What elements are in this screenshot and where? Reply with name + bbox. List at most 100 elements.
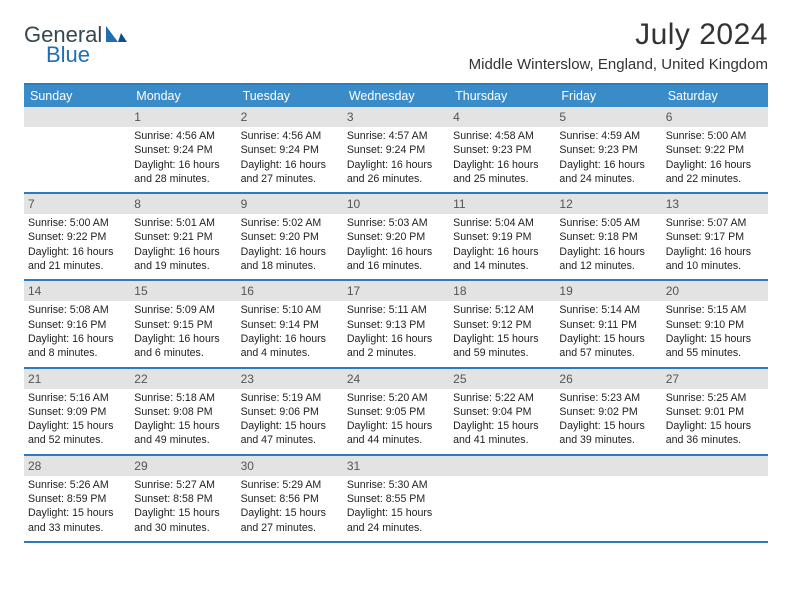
sunset-text: Sunset: 9:20 PM — [347, 230, 445, 244]
day-number: 29 — [134, 459, 147, 473]
day-number: 9 — [241, 197, 248, 211]
daynum-row: 3 — [343, 107, 449, 127]
daylight-text: Daylight: 15 hours and 41 minutes. — [453, 419, 551, 448]
sunrise-text: Sunrise: 5:11 AM — [347, 303, 445, 317]
week-row: 21Sunrise: 5:16 AMSunset: 9:09 PMDayligh… — [24, 369, 768, 456]
day-info: Sunrise: 4:58 AMSunset: 9:23 PMDaylight:… — [453, 129, 551, 186]
day-cell: 19Sunrise: 5:14 AMSunset: 9:11 PMDayligh… — [555, 281, 661, 366]
day-number: 28 — [28, 459, 41, 473]
daylight-text: Daylight: 16 hours and 16 minutes. — [347, 245, 445, 274]
day-info: Sunrise: 5:02 AMSunset: 9:20 PMDaylight:… — [241, 216, 339, 273]
day-cell: 23Sunrise: 5:19 AMSunset: 9:06 PMDayligh… — [237, 369, 343, 454]
daynum-row: 26 — [555, 369, 661, 389]
daylight-text: Daylight: 15 hours and 33 minutes. — [28, 506, 126, 535]
daynum-row: 27 — [662, 369, 768, 389]
sunrise-text: Sunrise: 5:07 AM — [666, 216, 764, 230]
daynum-row: 13 — [662, 194, 768, 214]
daylight-text: Daylight: 16 hours and 27 minutes. — [241, 158, 339, 187]
daynum-row: 30 — [237, 456, 343, 476]
daynum-row: 10 — [343, 194, 449, 214]
daylight-text: Daylight: 15 hours and 27 minutes. — [241, 506, 339, 535]
sunset-text: Sunset: 9:11 PM — [559, 318, 657, 332]
daynum-row: 21 — [24, 369, 130, 389]
daylight-text: Daylight: 16 hours and 25 minutes. — [453, 158, 551, 187]
sunset-text: Sunset: 9:23 PM — [453, 143, 551, 157]
daynum-row: 4 — [449, 107, 555, 127]
day-info: Sunrise: 5:07 AMSunset: 9:17 PMDaylight:… — [666, 216, 764, 273]
day-cell: 2Sunrise: 4:56 AMSunset: 9:24 PMDaylight… — [237, 107, 343, 192]
daynum-row: 9 — [237, 194, 343, 214]
day-number: 20 — [666, 284, 679, 298]
day-cell: 11Sunrise: 5:04 AMSunset: 9:19 PMDayligh… — [449, 194, 555, 279]
day-info: Sunrise: 4:57 AMSunset: 9:24 PMDaylight:… — [347, 129, 445, 186]
day-cell: . — [24, 107, 130, 192]
daylight-text: Daylight: 16 hours and 2 minutes. — [347, 332, 445, 361]
sunrise-text: Sunrise: 5:25 AM — [666, 391, 764, 405]
header: General Blue July 2024 Middle Winterslow… — [24, 18, 768, 73]
day-info: Sunrise: 5:08 AMSunset: 9:16 PMDaylight:… — [28, 303, 126, 360]
sunrise-text: Sunrise: 5:14 AM — [559, 303, 657, 317]
sunrise-text: Sunrise: 5:00 AM — [666, 129, 764, 143]
day-cell: . — [555, 456, 661, 541]
daynum-row: 14 — [24, 281, 130, 301]
day-number: 24 — [347, 372, 360, 386]
sunset-text: Sunset: 9:17 PM — [666, 230, 764, 244]
daynum-row: . — [449, 456, 555, 476]
daylight-text: Daylight: 15 hours and 44 minutes. — [347, 419, 445, 448]
sunrise-text: Sunrise: 5:02 AM — [241, 216, 339, 230]
sunrise-text: Sunrise: 5:20 AM — [347, 391, 445, 405]
sunrise-text: Sunrise: 4:56 AM — [241, 129, 339, 143]
day-cell: 18Sunrise: 5:12 AMSunset: 9:12 PMDayligh… — [449, 281, 555, 366]
sunset-text: Sunset: 9:22 PM — [666, 143, 764, 157]
daynum-row: 1 — [130, 107, 236, 127]
daylight-text: Daylight: 15 hours and 30 minutes. — [134, 506, 232, 535]
title-block: July 2024 Middle Winterslow, England, Un… — [469, 18, 768, 73]
day-number: 1 — [134, 110, 141, 124]
day-cell: 12Sunrise: 5:05 AMSunset: 9:18 PMDayligh… — [555, 194, 661, 279]
day-cell: 16Sunrise: 5:10 AMSunset: 9:14 PMDayligh… — [237, 281, 343, 366]
day-info: Sunrise: 4:56 AMSunset: 9:24 PMDaylight:… — [134, 129, 232, 186]
daylight-text: Daylight: 15 hours and 59 minutes. — [453, 332, 551, 361]
sunset-text: Sunset: 9:18 PM — [559, 230, 657, 244]
daylight-text: Daylight: 16 hours and 18 minutes. — [241, 245, 339, 274]
day-number: 18 — [453, 284, 466, 298]
daylight-text: Daylight: 16 hours and 22 minutes. — [666, 158, 764, 187]
day-number: 4 — [453, 110, 460, 124]
daynum-row: 28 — [24, 456, 130, 476]
daylight-text: Daylight: 16 hours and 26 minutes. — [347, 158, 445, 187]
day-cell: 1 Sunrise: 4:56 AMSunset: 9:24 PMDaylight… — [130, 107, 236, 192]
location-label: Middle Winterslow, England, United Kingd… — [469, 56, 768, 73]
day-number: 25 — [453, 372, 466, 386]
day-number: 8 — [134, 197, 141, 211]
dow-label: Saturday — [662, 85, 768, 107]
day-cell: 28Sunrise: 5:26 AMSunset: 8:59 PMDayligh… — [24, 456, 130, 541]
daylight-text: Daylight: 15 hours and 39 minutes. — [559, 419, 657, 448]
day-info: Sunrise: 5:22 AMSunset: 9:04 PMDaylight:… — [453, 391, 551, 448]
week-row: 7Sunrise: 5:00 AMSunset: 9:22 PMDaylight… — [24, 194, 768, 281]
daylight-text: Daylight: 15 hours and 49 minutes. — [134, 419, 232, 448]
daynum-row: 16 — [237, 281, 343, 301]
sunrise-text: Sunrise: 4:56 AM — [134, 129, 232, 143]
daylight-text: Daylight: 16 hours and 4 minutes. — [241, 332, 339, 361]
day-info: Sunrise: 5:15 AMSunset: 9:10 PMDaylight:… — [666, 303, 764, 360]
day-cell: 9 Sunrise: 5:02 AMSunset: 9:20 PMDaylight… — [237, 194, 343, 279]
daynum-row: 2 — [237, 107, 343, 127]
day-info: Sunrise: 5:11 AMSunset: 9:13 PMDaylight:… — [347, 303, 445, 360]
sunset-text: Sunset: 9:10 PM — [666, 318, 764, 332]
daylight-text: Daylight: 16 hours and 21 minutes. — [28, 245, 126, 274]
daynum-row: 7 — [24, 194, 130, 214]
day-number: 14 — [28, 284, 41, 298]
day-cell: 29Sunrise: 5:27 AMSunset: 8:58 PMDayligh… — [130, 456, 236, 541]
daylight-text: Daylight: 15 hours and 55 minutes. — [666, 332, 764, 361]
day-info: Sunrise: 5:16 AMSunset: 9:09 PMDaylight:… — [28, 391, 126, 448]
sunrise-text: Sunrise: 4:57 AM — [347, 129, 445, 143]
sunrise-text: Sunrise: 5:10 AM — [241, 303, 339, 317]
dow-label: Sunday — [24, 85, 130, 107]
logo-sail-icon — [104, 24, 130, 46]
daynum-row: 29 — [130, 456, 236, 476]
day-info: Sunrise: 5:03 AMSunset: 9:20 PMDaylight:… — [347, 216, 445, 273]
daynum-row: . — [662, 456, 768, 476]
day-info: Sunrise: 5:10 AMSunset: 9:14 PMDaylight:… — [241, 303, 339, 360]
daylight-text: Daylight: 15 hours and 36 minutes. — [666, 419, 764, 448]
sunset-text: Sunset: 9:01 PM — [666, 405, 764, 419]
